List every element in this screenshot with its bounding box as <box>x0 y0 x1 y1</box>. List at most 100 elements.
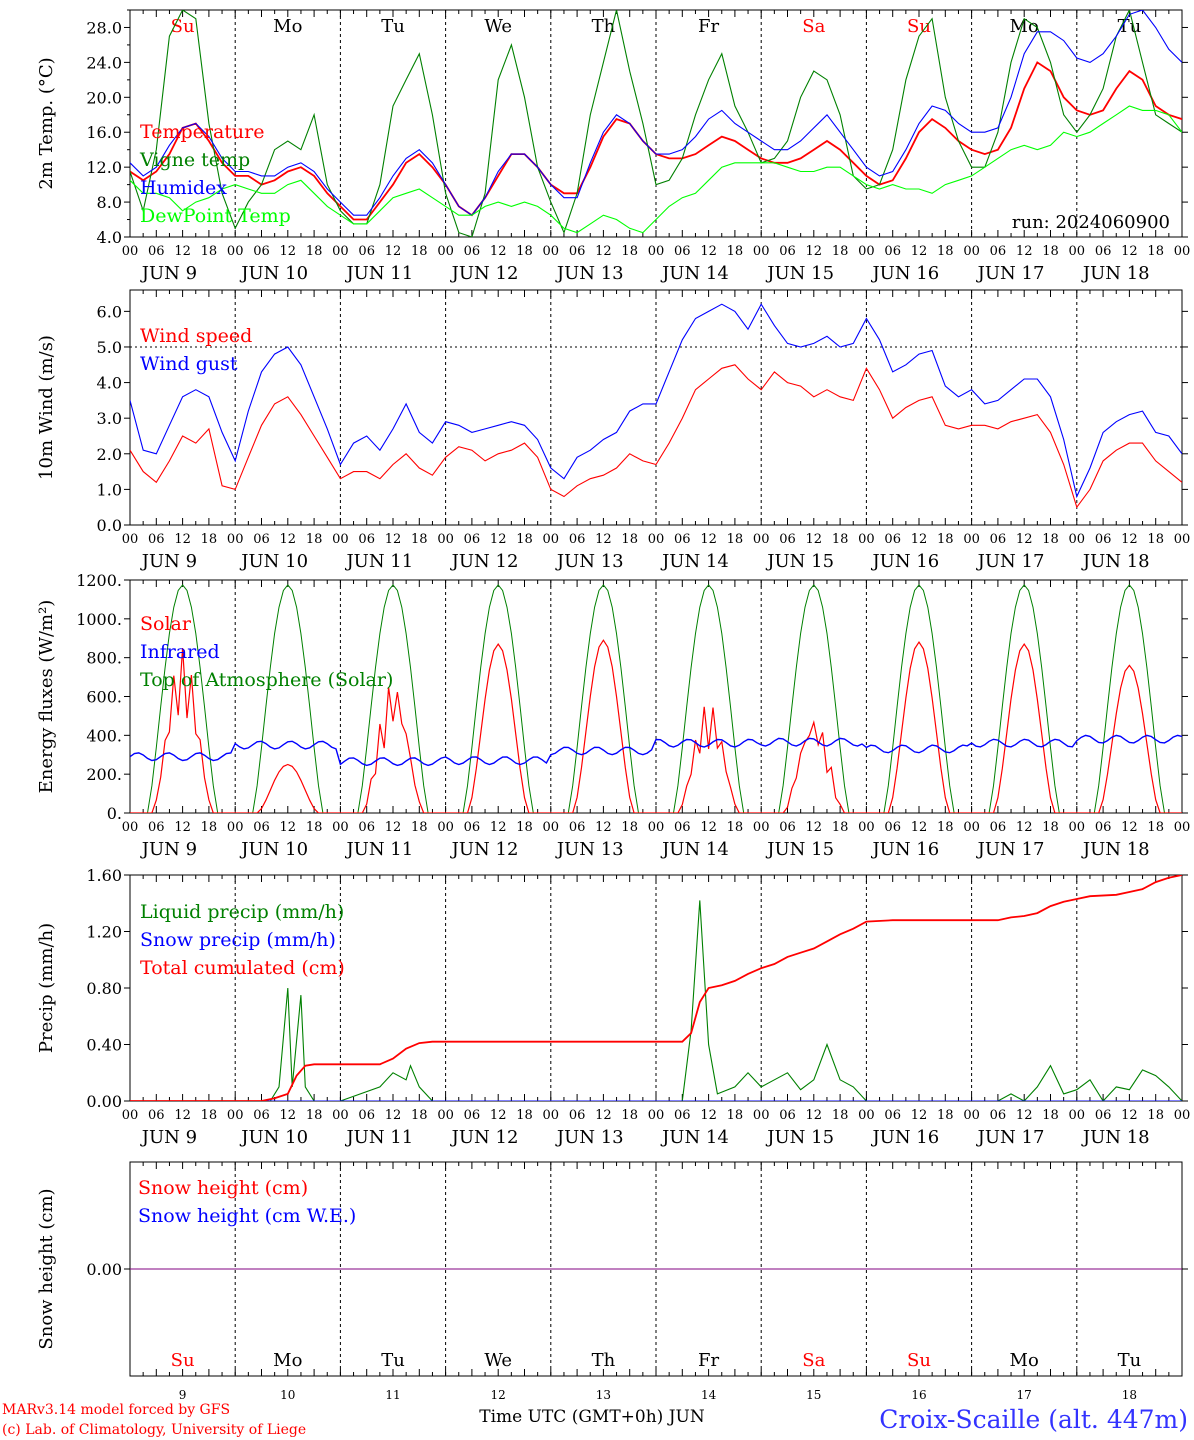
y-tick-label: 5.0 <box>97 338 122 357</box>
hour-tick-label: 00 <box>122 820 139 835</box>
hour-tick-label: 12 <box>385 820 402 835</box>
hour-tick-label: 06 <box>358 532 375 547</box>
date-label: JUN 13 <box>555 263 624 284</box>
hour-tick-label: 00 <box>332 820 349 835</box>
day-number-label: 16 <box>911 1388 926 1402</box>
hour-tick-label: 06 <box>990 244 1007 259</box>
hour-tick-label: 18 <box>411 532 428 547</box>
series-liquid-precip-mm-h <box>130 900 1182 1101</box>
hour-tick-label: 12 <box>700 244 717 259</box>
hour-tick-label: 12 <box>490 532 507 547</box>
y-tick-label: 12.0 <box>86 158 122 177</box>
hour-tick-label: 00 <box>1069 1108 1086 1123</box>
hour-tick-label: 12 <box>174 532 191 547</box>
hour-tick-label: 12 <box>490 1108 507 1123</box>
series-total-cumulated-cm <box>130 875 1182 1101</box>
date-label: JUN 15 <box>765 551 834 572</box>
date-label: JUN 9 <box>140 263 197 284</box>
hour-tick-label: 00 <box>858 244 875 259</box>
date-label: JUN 10 <box>239 1127 308 1148</box>
date-label: JUN 12 <box>450 839 519 860</box>
hour-tick-label: 00 <box>858 532 875 547</box>
hour-tick-label: 18 <box>306 820 323 835</box>
date-label: JUN 15 <box>765 263 834 284</box>
panel-5: 0.00 Snow height (cm) Su Mo Tu We Th Fr Sa Su Mo Tu… <box>36 1161 1188 1402</box>
hour-tick-label: 18 <box>1042 820 1059 835</box>
hour-tick-label: 18 <box>832 532 849 547</box>
hour-tick-label: 06 <box>569 1108 586 1123</box>
y-tick-label: 400. <box>86 726 122 745</box>
hour-tick-label: 06 <box>148 532 165 547</box>
hour-tick-label: 18 <box>727 244 744 259</box>
hour-tick-label: 00 <box>648 1108 665 1123</box>
hour-tick-label: 00 <box>963 820 980 835</box>
date-label: JUN 11 <box>344 839 413 860</box>
hour-tick-label: 12 <box>595 532 612 547</box>
y-tick-label: 6.0 <box>97 302 122 321</box>
hour-tick-label: 18 <box>937 820 954 835</box>
hour-tick-label: 18 <box>621 1108 638 1123</box>
hour-tick-label: 06 <box>674 820 691 835</box>
weekday-label: Su <box>907 1350 931 1371</box>
hour-tick-label: 06 <box>569 532 586 547</box>
hour-tick-label: 12 <box>385 244 402 259</box>
series-group <box>130 584 1182 813</box>
date-label: JUN 13 <box>555 1127 624 1148</box>
hour-tick-label: 12 <box>911 1108 928 1123</box>
legend-entry: Humidex <box>140 177 227 199</box>
series-group <box>130 303 1182 509</box>
hour-tick-label: 18 <box>727 1108 744 1123</box>
series-solar <box>130 639 1182 813</box>
series-humidex <box>130 10 1182 216</box>
legend-entry: Vigne temp <box>139 149 250 171</box>
hour-tick-label: 12 <box>1016 1108 1033 1123</box>
day-number-label: 15 <box>806 1388 821 1402</box>
date-label: JUN 11 <box>344 551 413 572</box>
hour-tick-label: 00 <box>753 1108 770 1123</box>
hour-tick-label: 06 <box>464 244 481 259</box>
panel-1: 4.0 8.0 12.0 16.0 20.0 24.0 28.0 2m Temp. (°C) 0… <box>36 9 1190 284</box>
hour-tick-label: 12 <box>911 244 928 259</box>
hour-tick-label: 12 <box>280 820 297 835</box>
y-tick-label: 800. <box>86 649 122 668</box>
hour-tick-label: 18 <box>201 1108 218 1123</box>
series-toa-solar <box>130 584 1182 813</box>
hour-tick-label: 06 <box>779 1108 796 1123</box>
hour-tick-label: 00 <box>858 1108 875 1123</box>
hour-tick-label: 00 <box>753 820 770 835</box>
hour-tick-label: 06 <box>674 1108 691 1123</box>
series-group <box>130 10 1182 237</box>
hour-tick-label: 18 <box>411 244 428 259</box>
hour-tick-label: 12 <box>490 820 507 835</box>
hour-tick-label: 00 <box>227 1108 244 1123</box>
y-axis-title: 2m Temp. (°C) <box>36 57 57 189</box>
hour-tick-label: 18 <box>621 532 638 547</box>
hour-tick-label: 12 <box>806 1108 823 1123</box>
hour-tick-label: 12 <box>595 244 612 259</box>
hour-tick-label: 12 <box>174 820 191 835</box>
legend-entry: Total cumulated (cm) <box>140 957 345 979</box>
hour-tick-label: 12 <box>385 1108 402 1123</box>
hour-tick-label: 06 <box>884 1108 901 1123</box>
hour-tick-label: 00 <box>1174 532 1191 547</box>
hour-tick-label: 06 <box>148 1108 165 1123</box>
legend-entry: DewPoint Temp <box>140 205 291 227</box>
hour-tick-label: 12 <box>700 532 717 547</box>
hour-tick-label: 00 <box>648 532 665 547</box>
hour-tick-label: 18 <box>937 532 954 547</box>
date-label: JUN 11 <box>344 1127 413 1148</box>
date-label: JUN 12 <box>450 1127 519 1148</box>
legend-entry: Liquid precip (mm/h) <box>140 901 344 923</box>
hour-tick-label: 18 <box>1042 244 1059 259</box>
hour-tick-label: 06 <box>1095 532 1112 547</box>
hour-tick-label: 18 <box>201 532 218 547</box>
hour-tick-label: 12 <box>700 820 717 835</box>
hour-tick-label: 06 <box>884 244 901 259</box>
hour-tick-label: 12 <box>174 1108 191 1123</box>
hour-tick-label: 06 <box>1095 820 1112 835</box>
date-label: JUN 11 <box>344 263 413 284</box>
hour-tick-label: 06 <box>253 244 270 259</box>
hour-tick-label: 00 <box>437 244 454 259</box>
hour-tick-label: 00 <box>332 1108 349 1123</box>
weekday-label: Sa <box>802 1350 825 1371</box>
